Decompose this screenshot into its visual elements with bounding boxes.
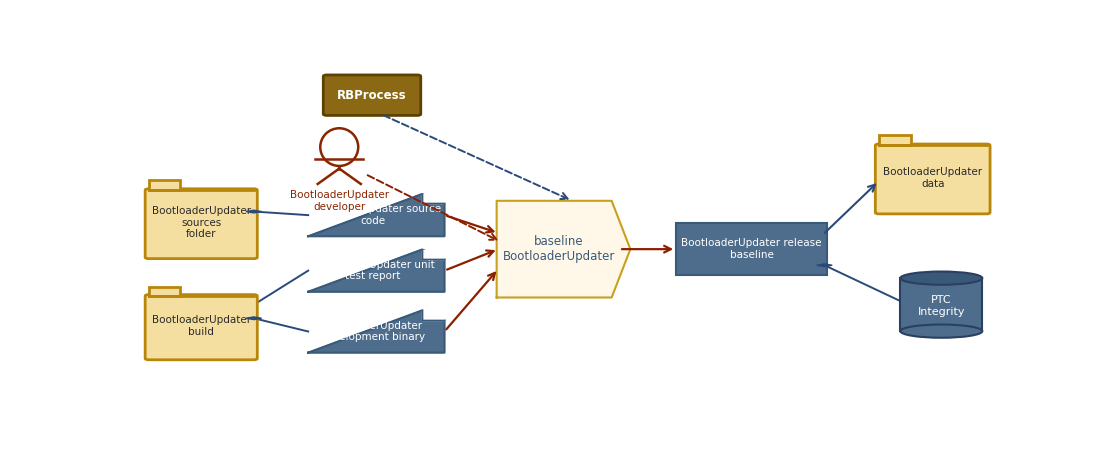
Text: BootloaderUpdater
build: BootloaderUpdater build xyxy=(151,315,250,337)
Polygon shape xyxy=(246,317,262,319)
Text: BootloaderUpdater
sources
folder: BootloaderUpdater sources folder xyxy=(151,206,250,239)
Text: BootloaderUpdater release
baseline: BootloaderUpdater release baseline xyxy=(681,239,821,260)
FancyBboxPatch shape xyxy=(676,223,827,275)
Text: BootloaderUpdater
developer: BootloaderUpdater developer xyxy=(289,190,388,212)
Polygon shape xyxy=(422,194,444,203)
Ellipse shape xyxy=(900,325,983,338)
Text: BootloaderUpdater
development binary: BootloaderUpdater development binary xyxy=(321,321,425,342)
Polygon shape xyxy=(246,210,262,213)
Polygon shape xyxy=(879,135,912,146)
Polygon shape xyxy=(422,250,444,259)
Polygon shape xyxy=(817,264,833,266)
Text: RBProcess: RBProcess xyxy=(337,89,407,102)
Polygon shape xyxy=(149,180,180,190)
Polygon shape xyxy=(149,287,180,296)
Text: BootloaderUpdater source
code: BootloaderUpdater source code xyxy=(305,204,442,226)
FancyBboxPatch shape xyxy=(145,189,257,259)
Ellipse shape xyxy=(900,272,983,285)
Polygon shape xyxy=(308,194,444,236)
Text: baseline
BootloaderUpdater: baseline BootloaderUpdater xyxy=(503,235,615,263)
Polygon shape xyxy=(308,310,444,352)
Polygon shape xyxy=(422,310,444,319)
Text: BootloaderUpdater unit
test report: BootloaderUpdater unit test report xyxy=(312,260,434,281)
FancyBboxPatch shape xyxy=(145,295,257,360)
FancyBboxPatch shape xyxy=(875,144,991,214)
Text: BootloaderUpdater
data: BootloaderUpdater data xyxy=(883,167,983,189)
Polygon shape xyxy=(900,278,983,331)
Text: PTC
Integrity: PTC Integrity xyxy=(917,295,965,317)
Polygon shape xyxy=(308,250,444,292)
FancyBboxPatch shape xyxy=(323,75,421,115)
Polygon shape xyxy=(496,201,630,298)
